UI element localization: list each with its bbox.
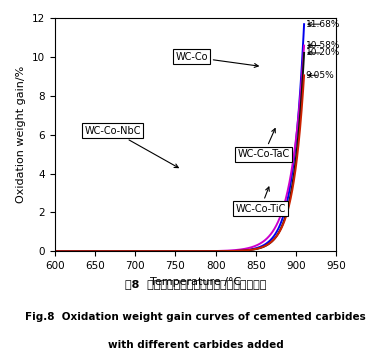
Text: 11.68%: 11.68% xyxy=(306,20,340,29)
Text: WC-Co-NbC: WC-Co-NbC xyxy=(84,126,178,168)
Text: 10.20%: 10.20% xyxy=(306,48,340,57)
Text: with different carbides added: with different carbides added xyxy=(108,340,283,350)
Text: 图8  添加不同碳化物硬质合金的氧化增质曲线: 图8 添加不同碳化物硬质合金的氧化增质曲线 xyxy=(125,279,266,289)
Text: 9.05%: 9.05% xyxy=(306,71,334,80)
Y-axis label: Oxidation weight gain/%: Oxidation weight gain/% xyxy=(16,66,26,203)
Text: 10.58%: 10.58% xyxy=(306,41,340,50)
X-axis label: Temperature /°C: Temperature /°C xyxy=(150,276,241,286)
Text: Fig.8  Oxidation weight gain curves of cemented carbides: Fig.8 Oxidation weight gain curves of ce… xyxy=(25,312,366,322)
Text: WC-Co-TiC: WC-Co-TiC xyxy=(235,187,286,214)
Text: WC-Co: WC-Co xyxy=(175,52,258,67)
Text: WC-Co-TaC: WC-Co-TaC xyxy=(238,129,290,159)
